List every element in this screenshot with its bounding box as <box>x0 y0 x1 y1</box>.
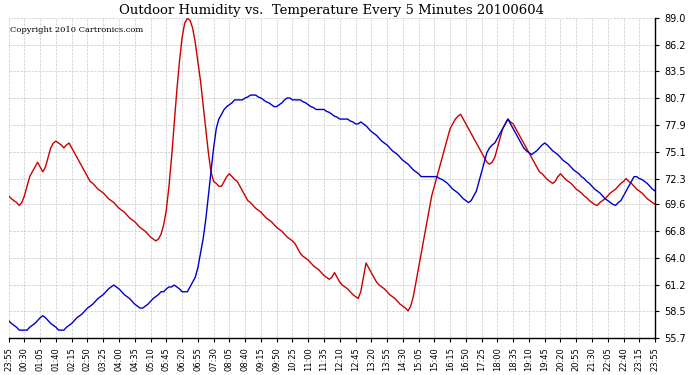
Text: Copyright 2010 Cartronics.com: Copyright 2010 Cartronics.com <box>10 26 144 34</box>
Title: Outdoor Humidity vs.  Temperature Every 5 Minutes 20100604: Outdoor Humidity vs. Temperature Every 5… <box>119 4 544 17</box>
